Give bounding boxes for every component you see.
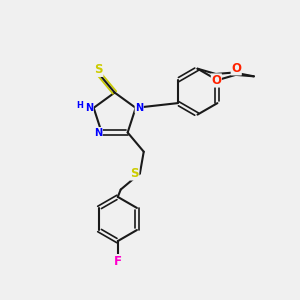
Text: N: N bbox=[85, 103, 93, 113]
Text: F: F bbox=[114, 255, 122, 268]
Text: S: S bbox=[130, 167, 139, 180]
Text: N: N bbox=[94, 128, 102, 137]
Text: O: O bbox=[231, 62, 241, 75]
Text: O: O bbox=[211, 74, 221, 87]
Text: H: H bbox=[76, 101, 83, 110]
Text: S: S bbox=[94, 63, 103, 76]
Text: N: N bbox=[135, 103, 143, 113]
